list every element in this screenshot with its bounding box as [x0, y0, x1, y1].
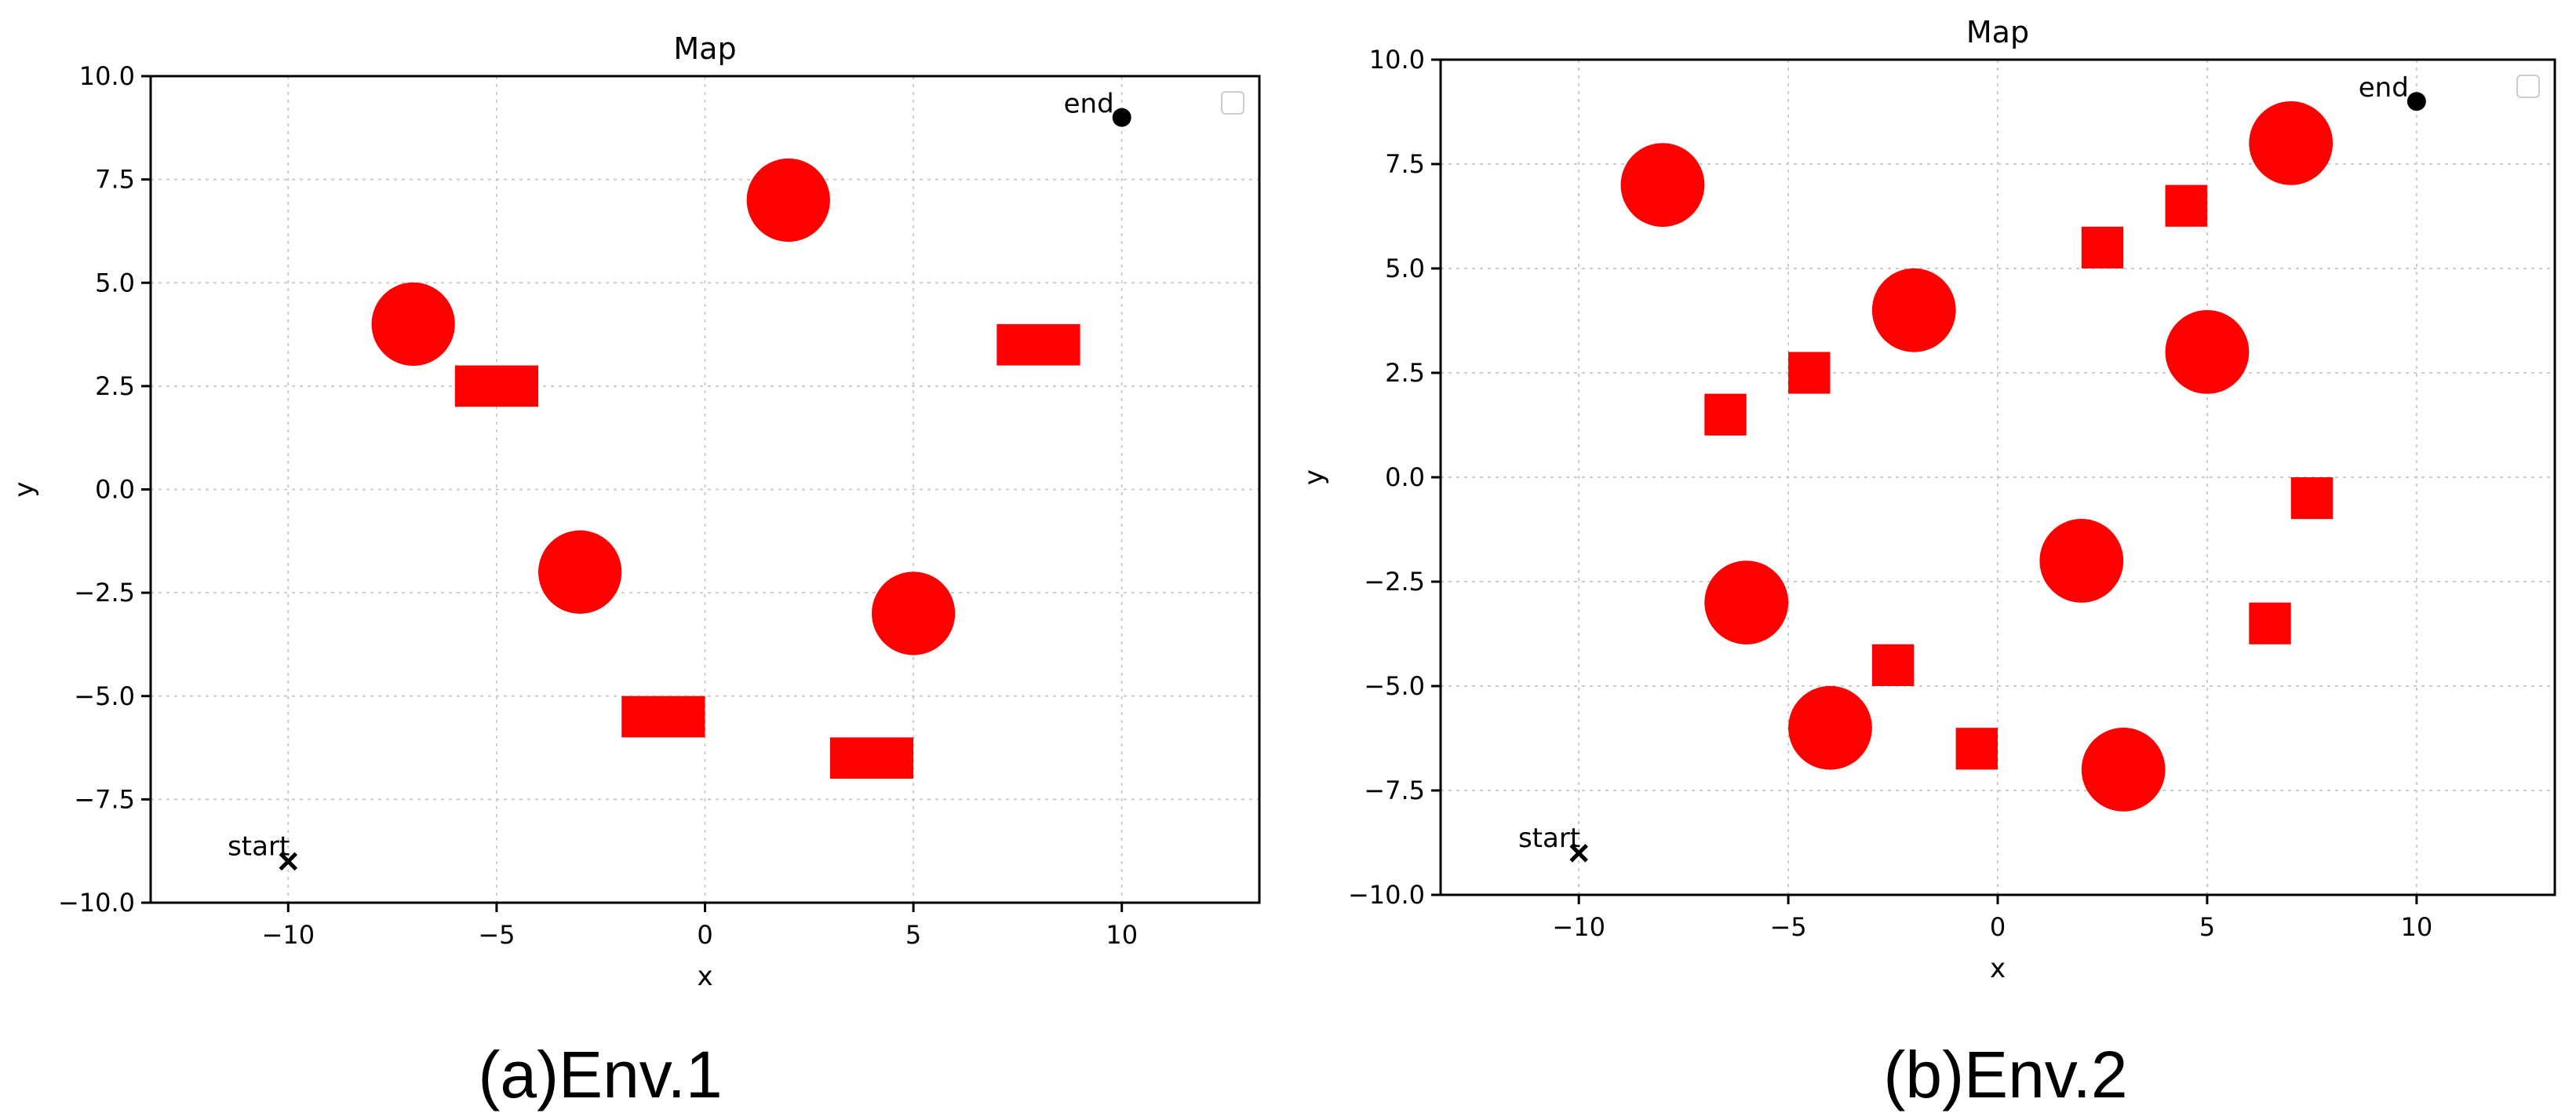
circle-obstacle — [871, 571, 956, 655]
y-tick-label: 10.0 — [79, 61, 135, 91]
rect-obstacle — [997, 323, 1080, 366]
x-axis-label: x — [697, 961, 712, 992]
y-tick-label: −10.0 — [1348, 880, 1425, 910]
y-tick-label: −5.0 — [1364, 671, 1425, 701]
y-tick-label: 7.5 — [95, 165, 135, 195]
y-tick-label: 2.5 — [95, 371, 135, 401]
y-axis-label: y — [9, 481, 40, 497]
circle-obstacle — [1871, 268, 1956, 352]
x-tick-label: 5 — [905, 920, 921, 950]
x-tick-label: 0 — [697, 920, 712, 950]
circle-obstacle — [371, 282, 455, 367]
rect-obstacle — [1955, 728, 1998, 770]
start-label: start — [1518, 823, 1580, 854]
figure-caption: (b)Env.2 — [1883, 1038, 2127, 1112]
x-tick-label: −10 — [262, 920, 315, 950]
rect-obstacle — [1704, 393, 1747, 436]
end-label: end — [2359, 72, 2409, 104]
circle-obstacle — [1788, 685, 1872, 770]
start-marker — [279, 852, 298, 871]
circle-obstacle — [746, 158, 830, 243]
x-tick-label: −5 — [478, 920, 515, 950]
end-marker — [2407, 92, 2426, 111]
rect-obstacle — [2249, 602, 2291, 644]
legend-box — [2516, 75, 2540, 98]
y-tick-label: 0.0 — [1385, 462, 1425, 492]
y-tick-label: 2.5 — [1385, 358, 1425, 388]
y-tick-label: −10.0 — [58, 888, 135, 918]
y-axis-label: y — [1299, 469, 1330, 485]
x-tick-label: 0 — [1990, 912, 2006, 942]
chart-panel-2: end start −10 −5 0 5 10 −10.0 −7.5 −5.0 −2.5 0.0 2.5… — [1299, 15, 2556, 1112]
y-tick-label: 10.0 — [1369, 45, 1425, 75]
chart-title: Map — [673, 31, 736, 66]
start-label: start — [228, 830, 290, 862]
y-tick-label: −2.5 — [1364, 567, 1425, 597]
chart-panel-1: end start −10 −5 0 5 10 −10.0 −7.5 −5.0 −2.5 0.0 2.5… — [9, 31, 1261, 1112]
x-tick-label: 5 — [2199, 912, 2215, 942]
x-tick-label: 10 — [1106, 920, 1138, 950]
legend-box — [1221, 91, 1244, 115]
figure-caption: (a)Env.1 — [478, 1038, 722, 1112]
start-marker — [1569, 844, 1588, 863]
x-tick-label: −10 — [1552, 912, 1605, 942]
rect-obstacle — [454, 365, 539, 407]
rect-obstacle — [2081, 226, 2124, 268]
rect-obstacle — [1788, 352, 1831, 394]
y-tick-label: −7.5 — [1364, 776, 1425, 805]
rect-obstacle — [2290, 477, 2334, 520]
circle-obstacle — [538, 530, 622, 614]
x-tick-label: −5 — [1769, 912, 1806, 942]
rect-obstacle — [829, 737, 914, 779]
y-tick-label: −7.5 — [74, 784, 135, 814]
circle-obstacle — [1704, 560, 1789, 644]
rect-obstacle — [621, 695, 705, 738]
y-tick-label: −2.5 — [74, 578, 135, 608]
end-label: end — [1064, 89, 1114, 120]
x-axis-label: x — [1990, 953, 2006, 984]
y-tick-label: −5.0 — [74, 681, 135, 711]
circle-obstacle — [2249, 101, 2334, 185]
circle-obstacle — [1620, 143, 1705, 227]
rect-obstacle — [2165, 184, 2207, 227]
y-tick-label: 5.0 — [95, 268, 135, 298]
circle-obstacle — [2165, 310, 2250, 394]
circle-obstacle — [2039, 519, 2124, 603]
end-marker — [1112, 108, 1131, 127]
y-tick-label: 0.0 — [95, 475, 135, 505]
y-tick-label: 5.0 — [1385, 254, 1425, 283]
y-tick-label: 7.5 — [1385, 149, 1425, 179]
rect-obstacle — [1871, 644, 1915, 686]
chart-title: Map — [1966, 15, 2029, 49]
circle-obstacle — [2081, 728, 2166, 812]
x-tick-label: 10 — [2400, 912, 2432, 942]
